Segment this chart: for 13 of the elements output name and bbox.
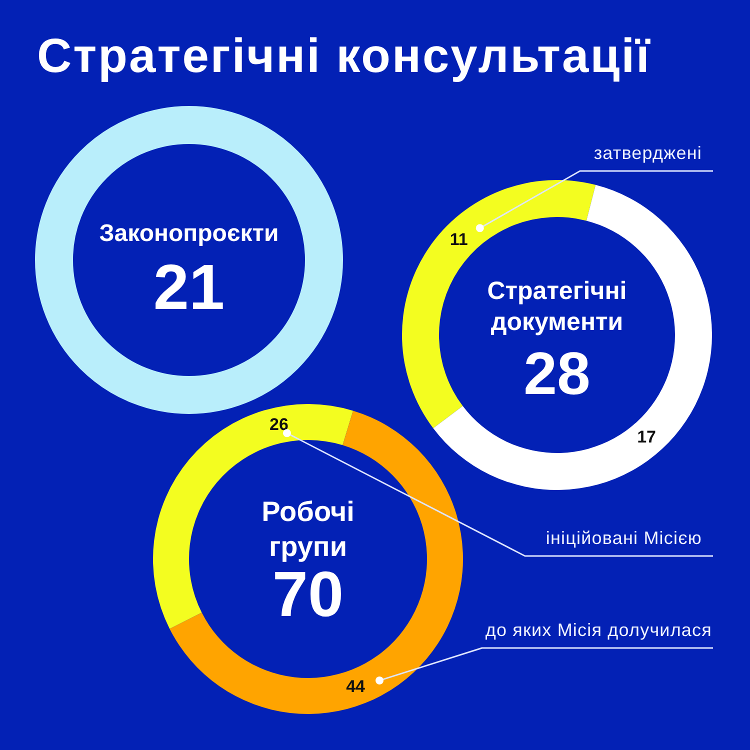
text: Законопроєкти <box>98 219 280 249</box>
text: Стратегічні документи <box>486 276 628 338</box>
text: 28 <box>524 340 590 408</box>
slice-label: затверджені <box>594 143 702 163</box>
text: Робочі групи <box>260 495 356 564</box>
text: 21 <box>153 251 225 323</box>
text: Стратегічні консультації <box>37 30 652 83</box>
data-label: 26 <box>270 414 288 434</box>
data-label: 11 <box>450 230 468 249</box>
slice-label: ініційовані Місією <box>546 528 702 548</box>
slice-label: до яких Місія долучилася <box>485 620 712 640</box>
data-label: 44 <box>346 677 366 696</box>
data-label: 17 <box>637 428 656 447</box>
